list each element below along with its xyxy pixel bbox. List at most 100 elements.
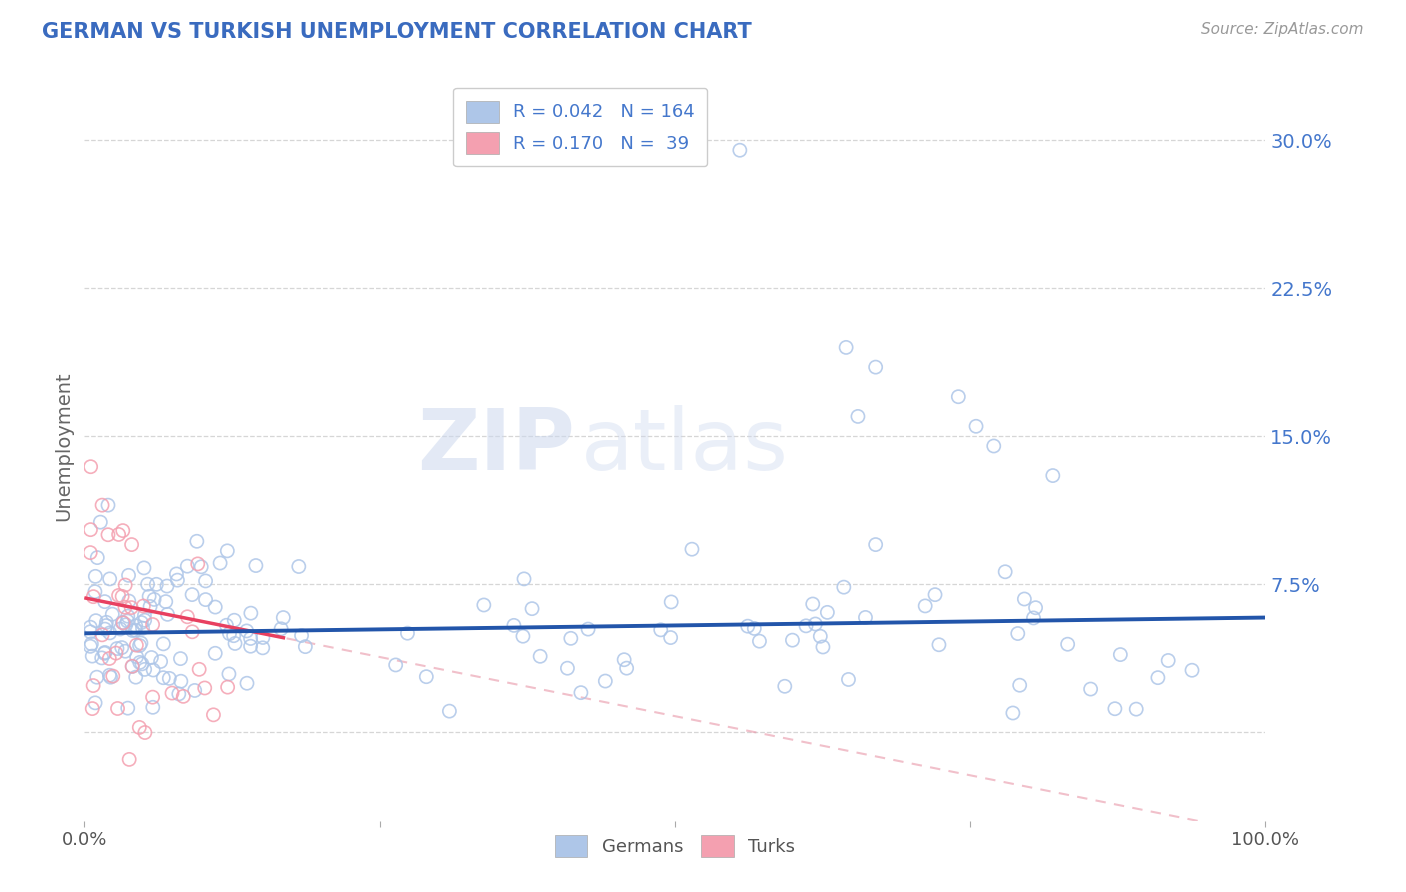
Point — [1056, 637, 1078, 651]
Point — [811, 640, 834, 654]
Point — [659, 595, 682, 609]
Point — [104, 646, 127, 660]
Point — [142, 663, 165, 677]
Point — [1042, 468, 1064, 483]
Point — [93, 594, 115, 608]
Point — [136, 577, 159, 591]
Point — [86, 550, 108, 565]
Point — [142, 690, 165, 705]
Point — [794, 619, 817, 633]
Point — [149, 655, 172, 669]
Point — [91, 628, 114, 642]
Point — [245, 558, 267, 573]
Point — [129, 636, 152, 650]
Point — [773, 679, 796, 693]
Point — [91, 498, 114, 512]
Point — [965, 419, 987, 434]
Point — [124, 624, 146, 638]
Point — [82, 590, 104, 604]
Point — [105, 641, 128, 656]
Point — [176, 559, 198, 574]
Point — [84, 569, 107, 583]
Point — [529, 649, 551, 664]
Point — [236, 676, 259, 690]
Point — [513, 572, 536, 586]
Point — [107, 701, 129, 715]
Point — [89, 515, 111, 529]
Point — [94, 622, 117, 636]
Point — [107, 589, 129, 603]
Point — [111, 524, 134, 538]
Point — [152, 637, 174, 651]
Point — [737, 619, 759, 633]
Point — [384, 657, 406, 672]
Point — [855, 610, 877, 624]
Point — [111, 615, 134, 630]
Point — [156, 579, 179, 593]
Point — [84, 584, 107, 599]
Point — [520, 601, 543, 615]
Point — [160, 686, 183, 700]
Point — [1007, 626, 1029, 640]
Point — [190, 559, 212, 574]
Point — [1008, 678, 1031, 692]
Point — [121, 659, 143, 673]
Point — [271, 610, 294, 624]
Point — [439, 704, 461, 718]
Point — [166, 573, 188, 587]
Point — [742, 621, 765, 635]
Point — [194, 681, 217, 695]
Point — [215, 618, 238, 632]
Point — [80, 637, 103, 651]
Point — [86, 670, 108, 684]
Point — [239, 632, 262, 646]
Point — [132, 561, 155, 575]
Point — [557, 661, 579, 675]
Point — [114, 578, 136, 592]
Point — [94, 618, 117, 632]
Point — [128, 720, 150, 734]
Point — [288, 559, 311, 574]
Point — [846, 409, 869, 424]
Point — [82, 649, 104, 664]
Point — [82, 701, 104, 715]
Point — [134, 613, 156, 627]
Point — [121, 659, 143, 673]
Point — [865, 360, 887, 375]
Point — [97, 527, 120, 541]
Point — [1147, 671, 1170, 685]
Point — [616, 661, 638, 675]
Point — [125, 670, 148, 684]
Point — [79, 640, 101, 654]
Point — [209, 556, 232, 570]
Point — [239, 606, 262, 620]
Point — [142, 700, 165, 714]
Point — [128, 656, 150, 670]
Point — [183, 683, 205, 698]
Point — [125, 638, 148, 652]
Point — [98, 668, 121, 682]
Text: atlas: atlas — [581, 404, 789, 488]
Point — [187, 557, 209, 571]
Point — [512, 629, 534, 643]
Point — [131, 657, 153, 671]
Point — [928, 638, 950, 652]
Point — [396, 626, 419, 640]
Point — [290, 628, 312, 642]
Point — [120, 600, 142, 615]
Point — [157, 672, 180, 686]
Point — [252, 640, 274, 655]
Point — [415, 670, 437, 684]
Point — [118, 594, 141, 608]
Legend: Germans, Turks: Germans, Turks — [547, 828, 803, 864]
Point — [217, 544, 239, 558]
Point — [224, 636, 246, 650]
Point — [194, 592, 217, 607]
Point — [1080, 681, 1102, 696]
Point — [79, 459, 101, 474]
Point — [270, 622, 292, 636]
Point — [121, 624, 143, 638]
Point — [152, 671, 174, 685]
Point — [650, 623, 672, 637]
Point — [782, 633, 804, 648]
